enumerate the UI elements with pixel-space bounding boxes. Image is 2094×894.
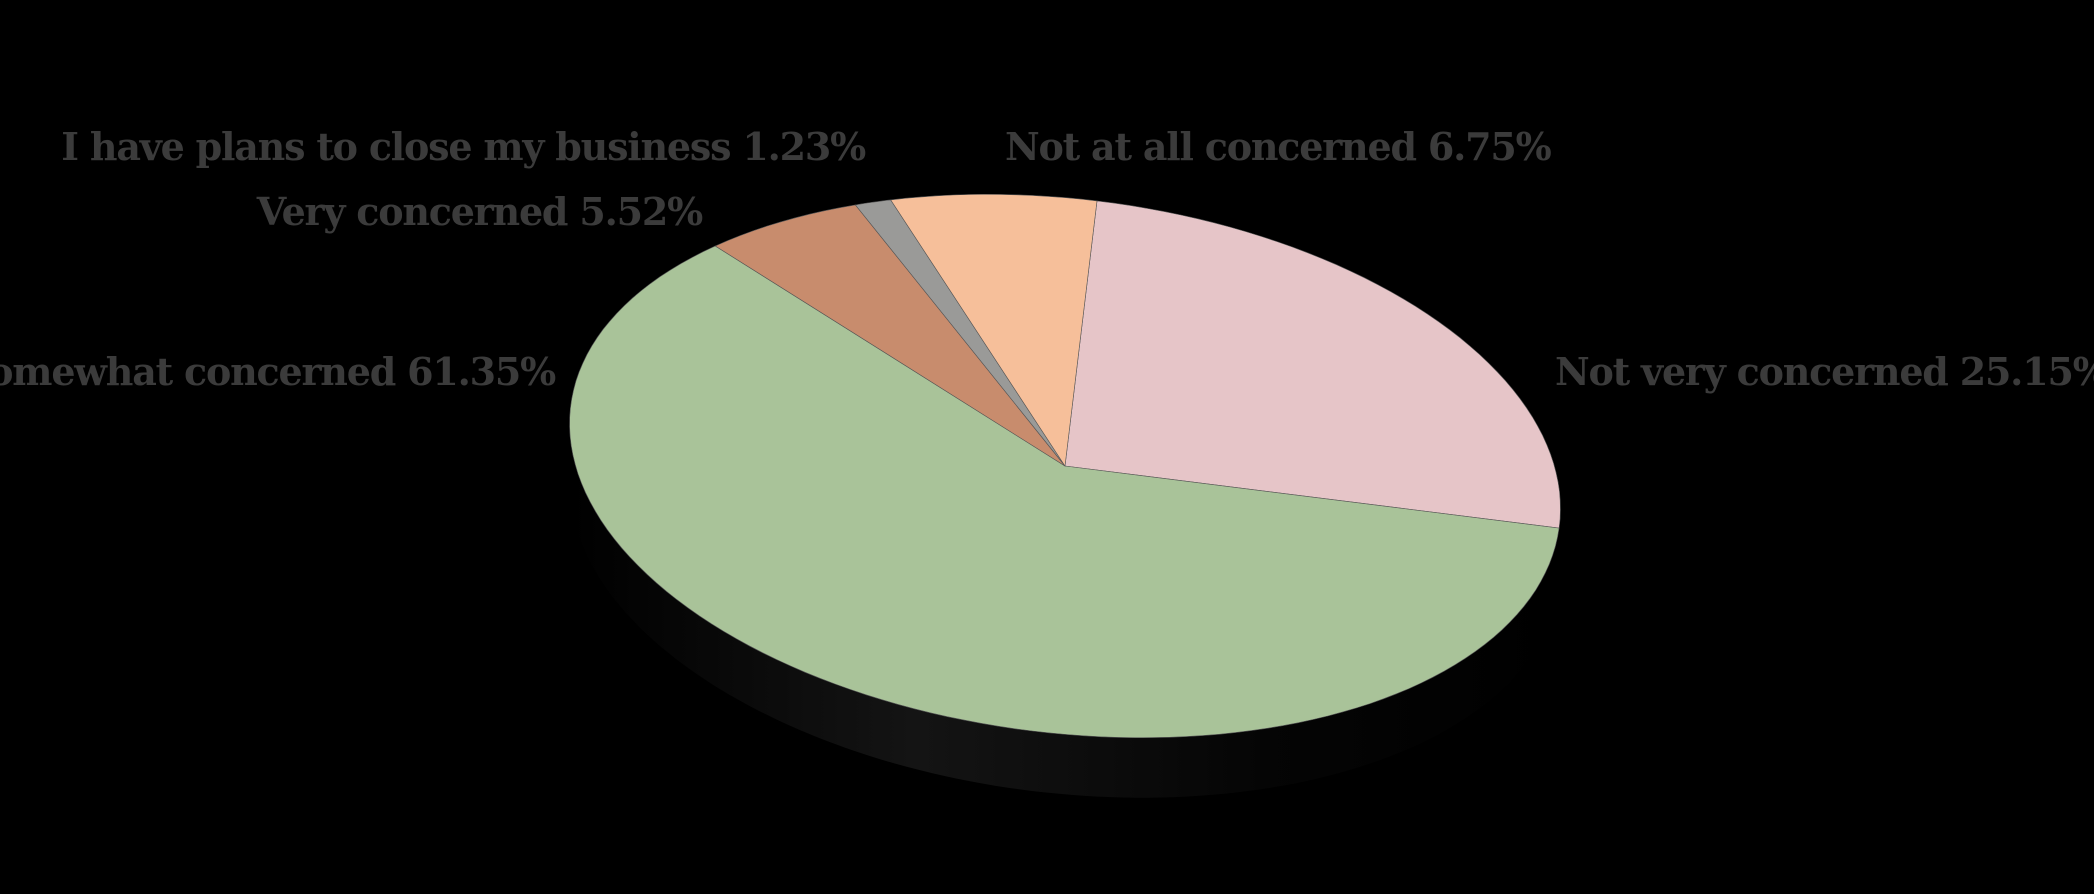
pie-slice-i-have-plans-to-close-my-business [854,199,1066,467]
slice-label-i-have-plans-to-close-my-business: I have plans to close my business 1.23% [61,124,866,169]
slice-label-not-at-all-concerned: Not at all concerned 6.75% [1005,124,1552,169]
slice-label-very-concerned: Very concerned 5.52% [256,189,703,234]
pie-top [569,193,1561,739]
pie-slice-not-at-all-concerned [890,193,1098,467]
pie-slice-somewhat-concerned [569,245,1560,739]
pie-side [569,406,1560,798]
pie-side-wall [569,406,1560,798]
pie-labels: Not very concerned 25.15% Somewhat concer… [0,124,2094,394]
pie-slice-very-concerned [714,204,1066,467]
slice-label-not-very-concerned: Not very concerned 25.15% [1555,349,2094,394]
slice-label-somewhat-concerned: Somewhat concerned 61.35% [0,349,556,394]
pie-slice-not-very-concerned [1064,200,1561,529]
